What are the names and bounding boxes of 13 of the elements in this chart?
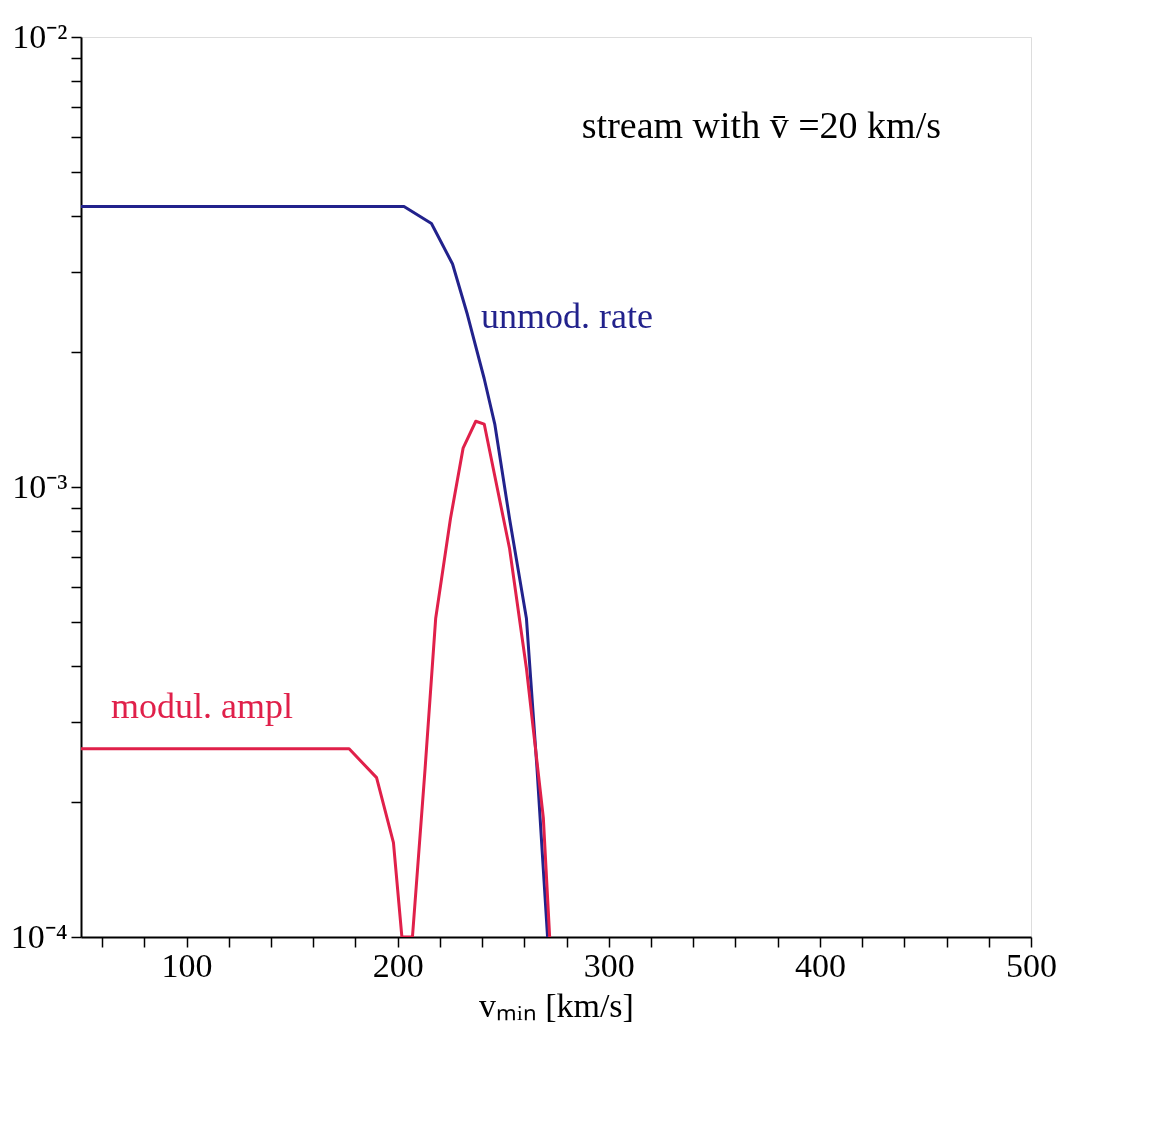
line-series [81, 419, 552, 937]
series-label: unmod. rate [481, 296, 653, 336]
y-tick-label: 10⁻⁴ [10, 917, 68, 955]
x-tick-label: 100 [161, 946, 213, 984]
x-tick-label: 500 [1006, 946, 1057, 984]
x-tick-label: 200 [372, 946, 424, 984]
x-tick-label: 400 [794, 946, 846, 984]
y-tick-label: 10⁻² [12, 17, 68, 55]
x-axis-title: vₘᵢₙ [km/s] [479, 986, 634, 1024]
y-tick-label: 10⁻³ [12, 467, 68, 505]
x-tick-label: 300 [583, 946, 635, 984]
series-label: modul. ampl [111, 686, 293, 726]
annotation: stream with v̄ =20 km/s [581, 104, 941, 146]
